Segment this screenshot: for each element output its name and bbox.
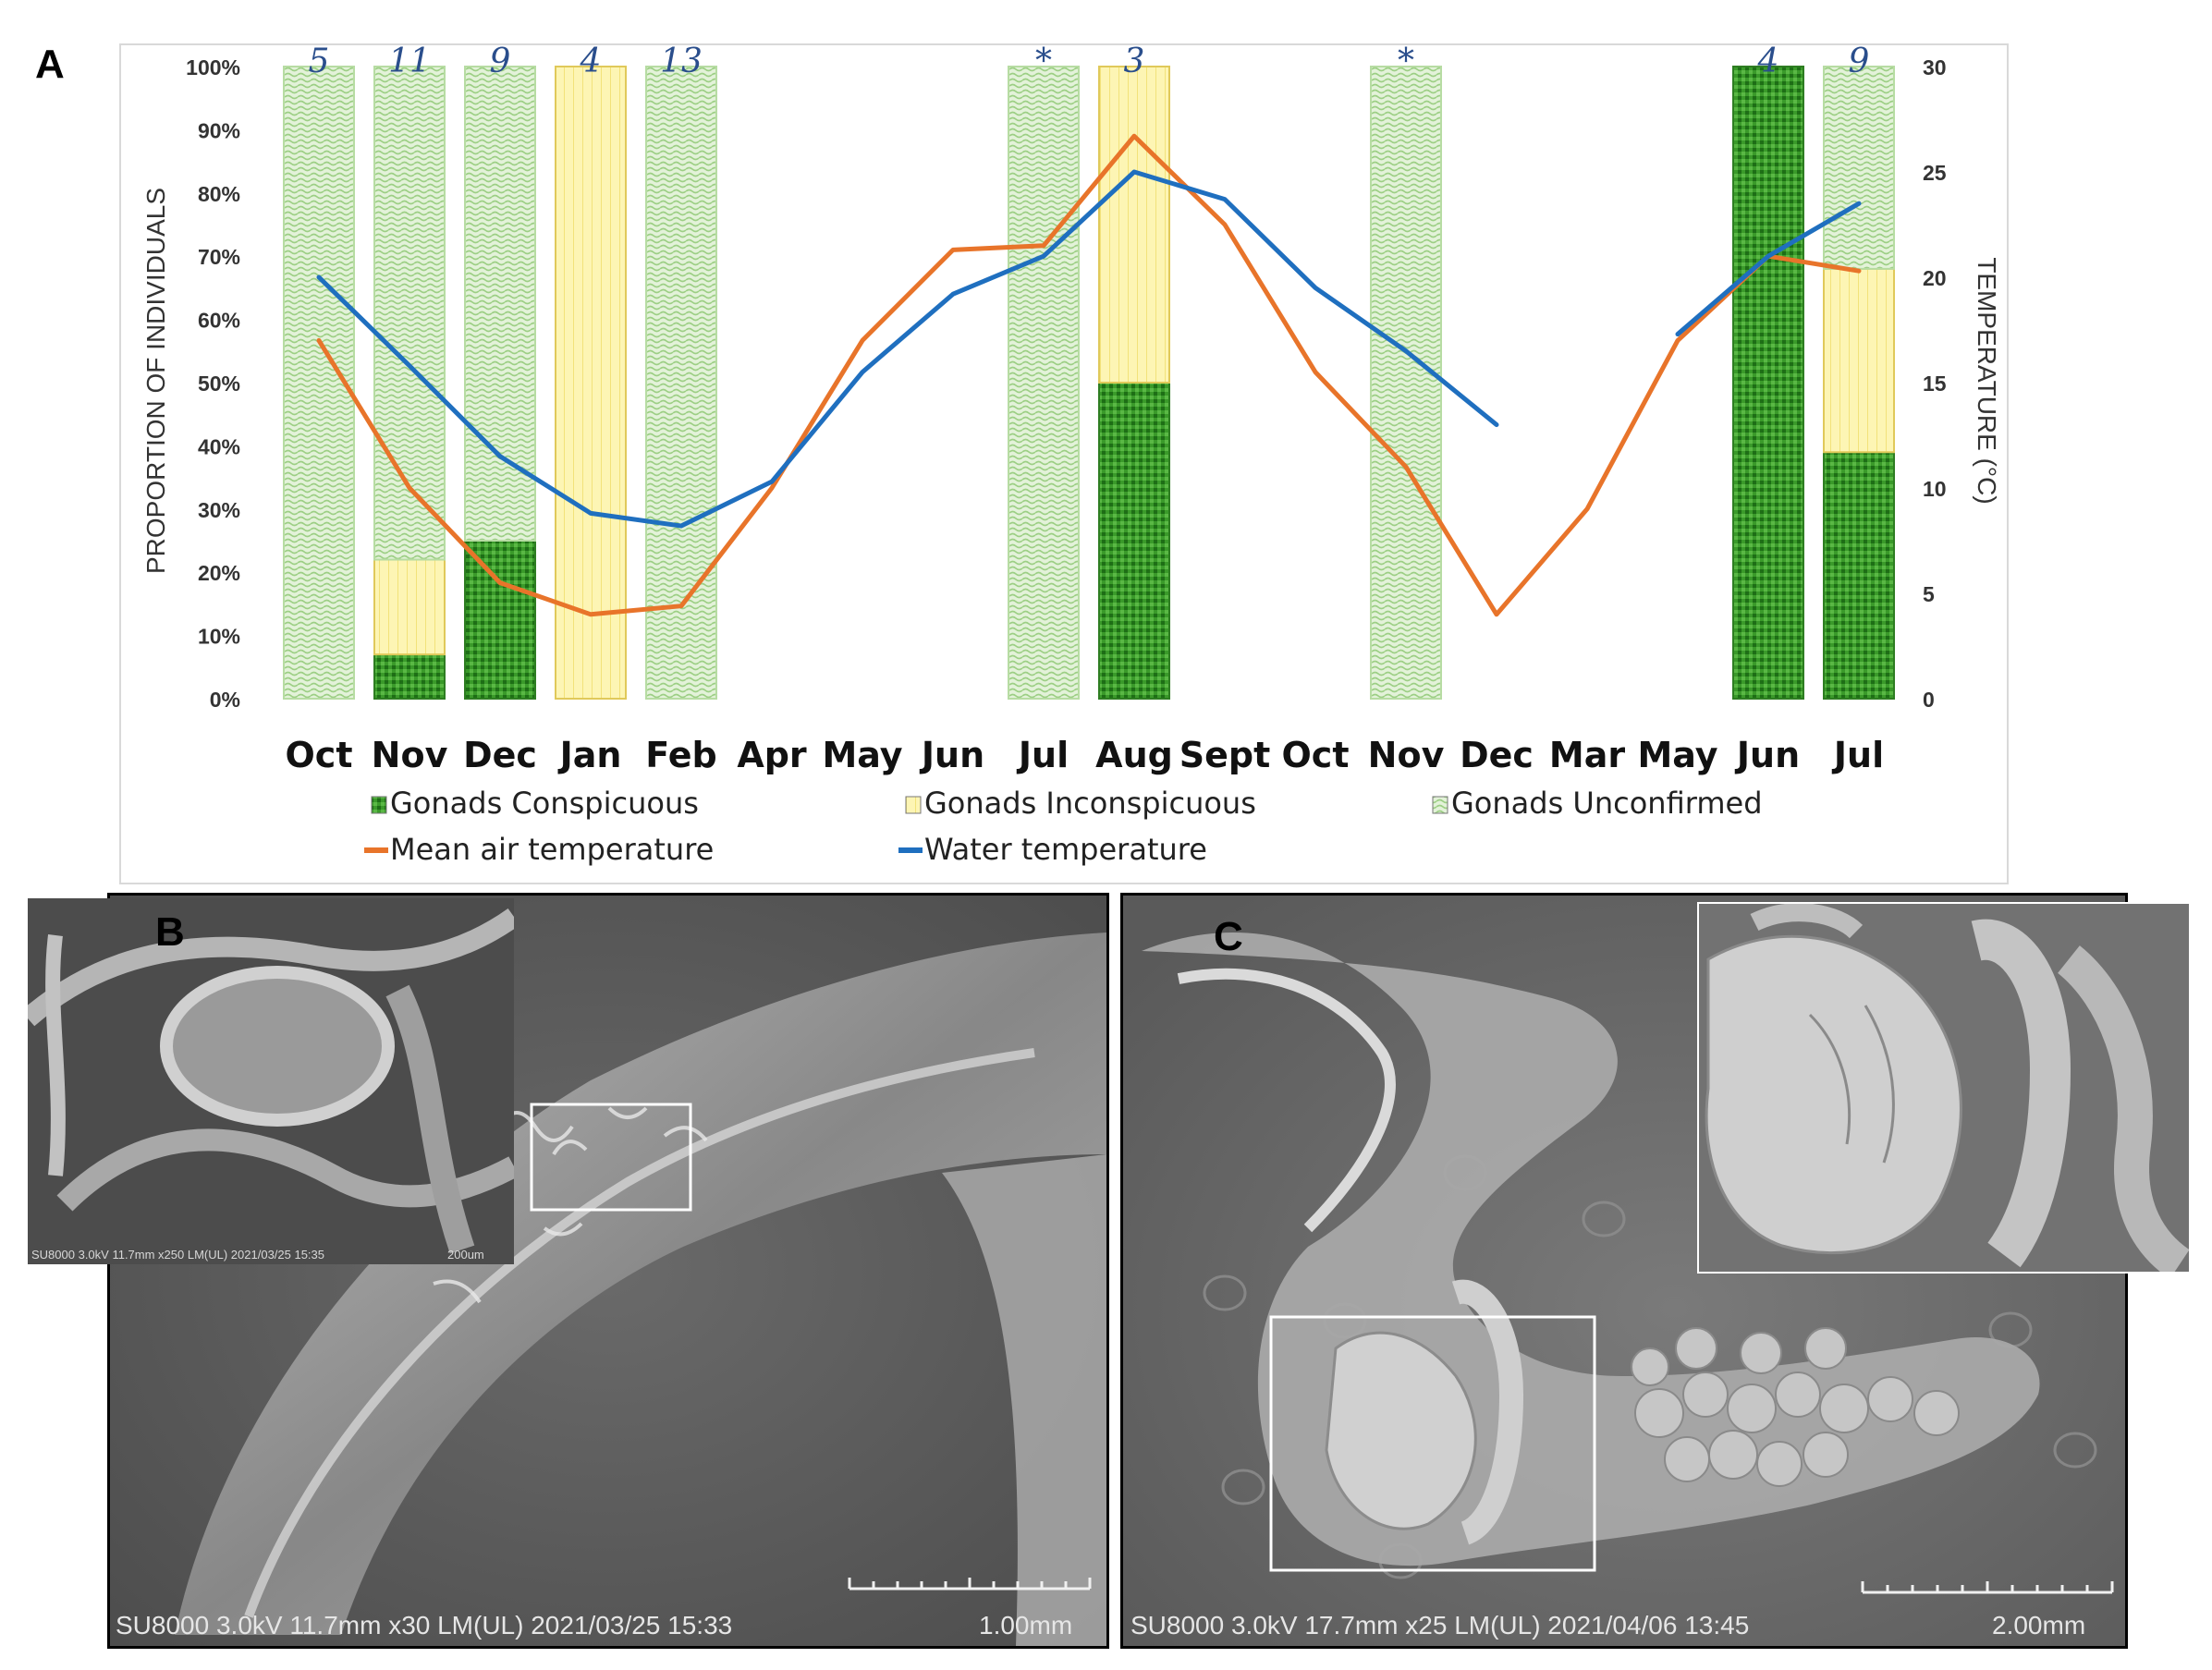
air-temperature-line	[316, 133, 1862, 617]
y2-tick-label: 0	[1923, 688, 1935, 712]
legend-unconfirmed-swatch	[1432, 796, 1448, 814]
sample-count-label: 9	[490, 43, 511, 80]
y-tick-label: 70%	[198, 245, 240, 269]
right-axis-ticks: 0 5 10 15 20 25 30	[1923, 55, 1947, 712]
sem-scale-b: 1.00mm	[979, 1611, 1073, 1640]
y-tick-label: 40%	[198, 434, 240, 458]
temperature-lines	[316, 133, 1862, 617]
x-tick-label: Nov	[372, 735, 448, 775]
sample-count-label: 3	[1124, 43, 1145, 80]
x-tick-label: Nov	[1368, 735, 1445, 775]
legend-inconspicuous-swatch	[905, 796, 922, 814]
bar-unconfirmed	[1370, 66, 1442, 700]
bar-unconfirmed	[1008, 66, 1080, 700]
y2-tick-label: 30	[1923, 55, 1947, 79]
x-tick-label: Jun	[1734, 735, 1800, 775]
sem-inset-image-b	[28, 898, 514, 1264]
sem-inset-b: B SU8000 3.0kV 11.7mm x250 LM(UL) 2021/0…	[28, 898, 514, 1264]
y2-axis-title: TEMPERATURE (°C)	[1973, 257, 2001, 504]
y-tick-label: 100%	[186, 55, 240, 79]
bar-inconspicuous	[555, 66, 627, 700]
sample-count-label: 4	[580, 43, 602, 80]
x-tick-label: May	[1637, 735, 1717, 775]
sem-inset-image-c	[1699, 904, 2189, 1272]
y2-tick-label: 25	[1923, 161, 1947, 185]
sem-caption-b: SU8000 3.0kV 11.7mm x30 LM(UL) 2021/03/2…	[116, 1611, 733, 1640]
x-tick-label: Dec	[1460, 735, 1534, 775]
sample-count-label: 5	[309, 43, 330, 80]
y-tick-label: 10%	[198, 625, 240, 649]
bar-conspicuous	[1823, 451, 1895, 700]
sem-panel-b: SU8000 3.0kV 11.7mm x30 LM(UL) 2021/03/2…	[107, 893, 1109, 1649]
sample-count-label: 9	[1849, 43, 1870, 80]
x-tick-label: Feb	[645, 735, 716, 775]
y-tick-label: 20%	[198, 561, 240, 585]
gonad-temperature-chart: A 0% 10% 20% 30% 40% 50% 60% 70% 80% 90% 100% 0 5 10…	[35, 42, 2009, 884]
x-tick-label: Jun	[919, 735, 984, 775]
bar-inconspicuous	[373, 558, 446, 656]
y2-tick-label: 20	[1923, 266, 1947, 290]
x-tick-label: Apr	[737, 735, 807, 775]
x-axis-labels: Oct Nov Dec Jan Feb Apr May Jun Jul Aug Sept Oct Nov…	[286, 735, 1885, 775]
sample-count-label: *	[1035, 43, 1052, 80]
legend-conspicuous-swatch	[371, 796, 387, 814]
sample-counts: 5 11 9 4 13 * 3 * 4 9	[309, 43, 1870, 80]
sem-inset-c	[1697, 902, 2191, 1274]
sample-count-label: 11	[388, 43, 431, 80]
x-tick-label: Oct	[286, 735, 353, 775]
left-axis-ticks: 0% 10% 20% 30% 40% 50% 60% 70% 80% 90% 100%	[186, 55, 240, 712]
sample-count-label: 13	[660, 43, 703, 80]
bar-conspicuous	[373, 653, 446, 700]
zoom-box-b	[530, 1103, 692, 1212]
sem-scale-c: 2.00mm	[1992, 1611, 2086, 1640]
bar-inconspicuous	[1098, 66, 1170, 384]
bar-unconfirmed	[464, 66, 536, 542]
water-temperature-line	[316, 169, 1862, 529]
y2-tick-label: 5	[1923, 582, 1935, 606]
bar-conspicuous	[1098, 382, 1170, 700]
x-tick-label: Sept	[1179, 735, 1271, 775]
legend: Gonads Conspicuous Gonads Inconspicuous Go…	[364, 786, 1763, 867]
panel-letter-a: A	[35, 42, 65, 87]
sem-inset-caption-b: SU8000 3.0kV 11.7mm x250 LM(UL) 2021/03/…	[31, 1248, 325, 1262]
y-axis-title: PROPORTION OF INDIVIDUALS	[141, 188, 170, 574]
sample-count-label: 4	[1757, 43, 1779, 80]
legend-conspicuous-label: Gonads Conspicuous	[390, 786, 699, 821]
x-tick-label: Mar	[1549, 735, 1625, 775]
y-tick-label: 50%	[198, 372, 240, 396]
y-tick-label: 80%	[198, 182, 240, 206]
bar-series	[283, 66, 1895, 700]
y2-tick-label: 10	[1923, 477, 1947, 501]
x-tick-label: Jul	[1831, 735, 1884, 775]
x-tick-label: Jan	[557, 735, 622, 775]
x-tick-label: Oct	[1282, 735, 1350, 775]
sem-caption-c: SU8000 3.0kV 17.7mm x25 LM(UL) 2021/04/0…	[1130, 1611, 1750, 1640]
bar-unconfirmed	[373, 66, 446, 561]
y2-tick-label: 15	[1923, 372, 1947, 396]
panel-letter-c: C	[1214, 914, 1243, 959]
legend-air-temperature-label: Mean air temperature	[390, 832, 714, 867]
x-tick-label: Dec	[463, 735, 537, 775]
x-tick-label: Jul	[1016, 735, 1069, 775]
x-tick-label: Aug	[1095, 735, 1173, 775]
y-tick-label: 30%	[198, 498, 240, 522]
bar-unconfirmed	[1823, 66, 1895, 270]
bar-inconspicuous	[1823, 267, 1895, 454]
bar-conspicuous	[464, 540, 536, 700]
panel-letter-b: B	[155, 909, 185, 955]
x-tick-label: May	[822, 735, 902, 775]
legend-water-temperature-label: Water temperature	[924, 832, 1207, 867]
y-tick-label: 60%	[198, 309, 240, 333]
bar-conspicuous	[1732, 66, 1804, 700]
bar-unconfirmed	[645, 66, 717, 700]
zoom-box-c	[1269, 1315, 1596, 1572]
y-tick-label: 90%	[198, 118, 240, 142]
legend-inconspicuous-label: Gonads Inconspicuous	[924, 786, 1256, 821]
sample-count-label: *	[1398, 43, 1414, 80]
legend-unconfirmed-label: Gonads Unconfirmed	[1451, 786, 1763, 821]
y-tick-label: 0%	[210, 688, 240, 712]
sem-inset-scale-b: 200um	[447, 1248, 484, 1262]
